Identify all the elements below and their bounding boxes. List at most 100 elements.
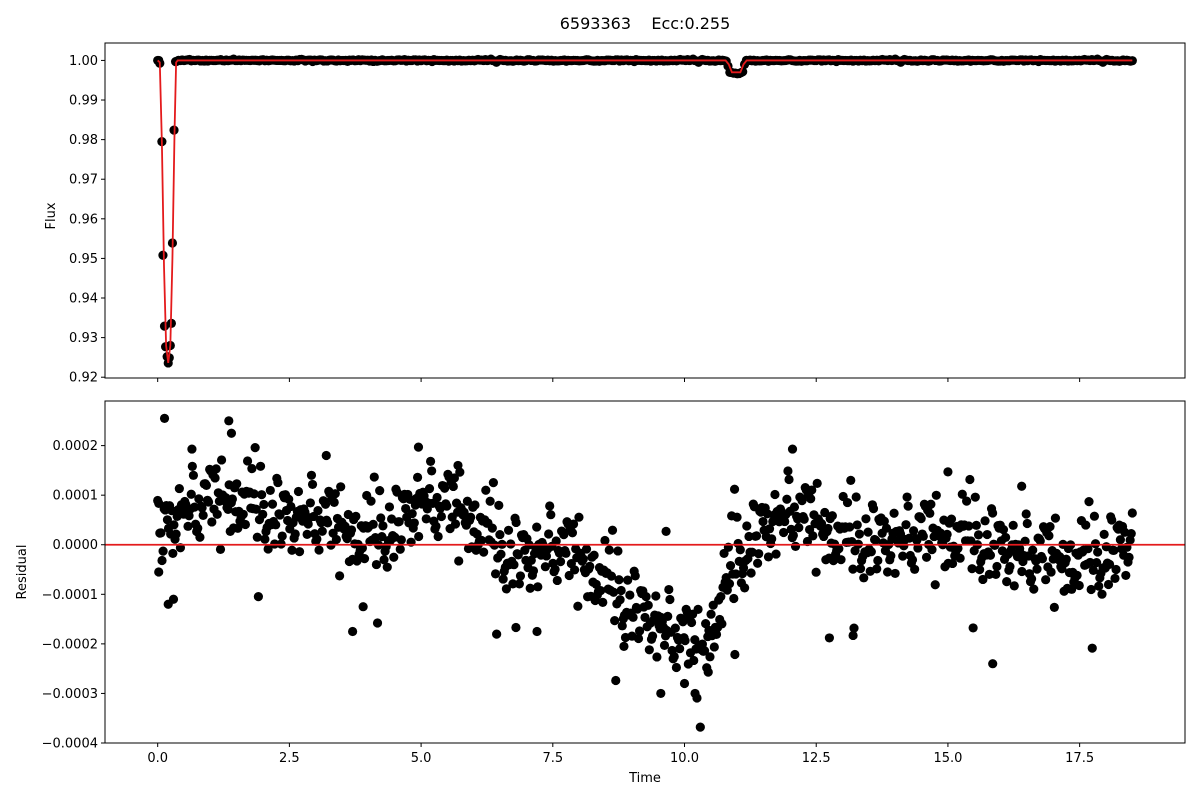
residual-point xyxy=(157,555,167,566)
residual-point xyxy=(359,554,370,564)
residual-point xyxy=(931,490,941,500)
residual-point xyxy=(263,544,273,554)
residual-point xyxy=(215,544,226,555)
residual-point xyxy=(866,547,876,557)
residual-point xyxy=(1049,602,1059,612)
residual-point xyxy=(501,584,511,594)
residual-point xyxy=(984,569,994,580)
residual-point xyxy=(758,516,768,527)
residual-y-axis-label: Residual xyxy=(15,545,30,600)
residual-point xyxy=(980,516,990,526)
residual-point xyxy=(1115,535,1126,545)
residual-point xyxy=(693,604,703,614)
residual-point xyxy=(780,516,790,527)
residual-point xyxy=(546,510,556,520)
residual-point xyxy=(873,555,883,566)
residual-point xyxy=(1103,579,1114,590)
residual-point xyxy=(797,496,807,506)
residual-point xyxy=(744,531,754,542)
residual-point xyxy=(717,619,727,629)
residual-point xyxy=(578,554,588,564)
residual-point xyxy=(394,517,404,527)
y-tick-label: 1.00 xyxy=(69,54,98,69)
residual-point xyxy=(253,592,263,602)
residual-point xyxy=(513,550,523,560)
residual-point xyxy=(1028,545,1038,555)
residual-point xyxy=(998,525,1009,535)
residual-point xyxy=(767,534,777,544)
residual-point xyxy=(988,508,998,518)
residual-point xyxy=(611,675,621,686)
residual-point xyxy=(1008,520,1018,530)
residual-point xyxy=(962,496,972,506)
residual-point xyxy=(533,582,543,592)
residual-point xyxy=(967,564,977,574)
residual-point xyxy=(503,525,514,535)
residual-point xyxy=(372,618,383,628)
residual-point xyxy=(615,595,625,605)
residual-point xyxy=(811,567,821,577)
x-tick-label: 15.0 xyxy=(933,751,962,766)
residual-point xyxy=(168,548,178,559)
residual-point xyxy=(861,514,871,524)
residual-point xyxy=(432,492,442,503)
residual-point xyxy=(286,501,296,512)
residual-point xyxy=(459,507,469,517)
residual-point xyxy=(329,497,339,507)
residual-point xyxy=(823,523,833,534)
residual-point xyxy=(613,546,623,556)
residual-point xyxy=(1045,522,1055,532)
residual-point xyxy=(886,551,896,561)
residual-point xyxy=(240,519,250,530)
model-curve xyxy=(157,59,1133,364)
residual-point xyxy=(1009,581,1019,591)
residual-point xyxy=(663,611,673,621)
residual-point xyxy=(890,568,900,579)
residual-point xyxy=(532,626,542,637)
residual-point xyxy=(607,525,618,535)
residual-point xyxy=(790,541,801,552)
residual-point xyxy=(442,501,452,511)
residual-point xyxy=(154,567,164,577)
residual-point xyxy=(794,523,804,533)
residual-point xyxy=(1107,515,1117,525)
residual-point xyxy=(625,590,635,600)
residual-point xyxy=(1084,497,1094,507)
residual-point xyxy=(267,499,278,509)
residual-point xyxy=(964,521,974,531)
residual-point xyxy=(1044,531,1054,541)
residual-point xyxy=(305,498,315,508)
residual-point xyxy=(686,617,697,628)
residual-point xyxy=(233,523,243,533)
residual-point xyxy=(846,475,856,485)
y-tick-label: 0.0001 xyxy=(53,489,99,504)
y-tick-label: 0.0002 xyxy=(53,439,99,454)
residual-point xyxy=(913,543,923,553)
residual-point xyxy=(1088,565,1098,575)
residual-point xyxy=(201,480,212,490)
plot-frame xyxy=(104,400,1186,744)
residual-point xyxy=(709,642,719,652)
residual-point xyxy=(664,584,674,595)
residual-point xyxy=(978,574,988,585)
residual-point xyxy=(1090,539,1101,549)
residual-point xyxy=(651,591,661,601)
residual-point xyxy=(901,520,911,530)
residual-point xyxy=(378,521,388,531)
residual-point xyxy=(863,527,873,537)
residual-point xyxy=(396,535,406,545)
residual-point xyxy=(498,574,508,584)
residual-point xyxy=(570,565,580,575)
residual-point xyxy=(725,561,736,571)
residual-point xyxy=(784,474,794,485)
residual-point xyxy=(740,583,750,593)
residual-point xyxy=(695,722,705,732)
residual-point xyxy=(754,549,764,559)
residual-point xyxy=(573,601,583,611)
y-tick-label: 0.96 xyxy=(69,212,98,227)
residual-point xyxy=(1104,559,1115,569)
residual-point xyxy=(782,494,792,504)
residual-point xyxy=(260,534,270,544)
residual-point xyxy=(1021,509,1031,519)
residual-point xyxy=(312,534,322,544)
